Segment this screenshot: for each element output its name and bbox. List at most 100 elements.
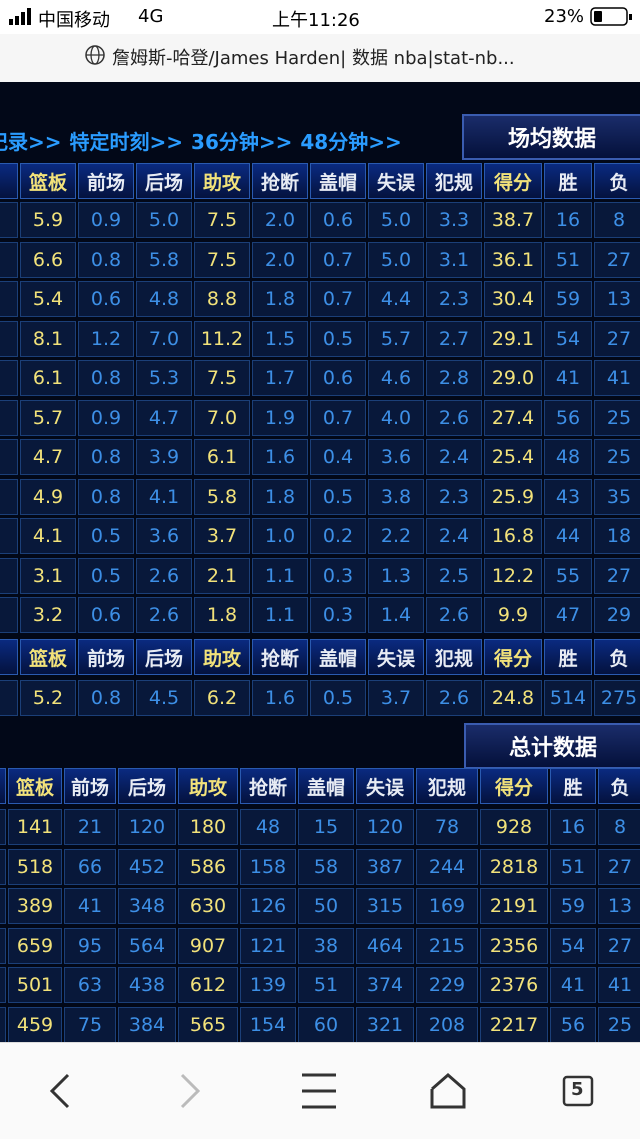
address-bar[interactable]: 詹姆斯-哈登/James Harden| 数据 nba|stat-nb... <box>0 34 640 82</box>
table-cell: 0.9 <box>78 202 134 238</box>
table-cell: 121 <box>240 927 296 964</box>
table-cell: 5.4 <box>20 281 76 317</box>
table-cell: 25.4 <box>484 439 542 475</box>
table-cell: 208 <box>416 1006 478 1042</box>
table-cell: 95 <box>64 927 116 964</box>
table-cell: 169 <box>416 888 478 924</box>
table-cell: 659 <box>8 927 62 964</box>
battery-level: 23% <box>544 6 585 27</box>
table-cell: 452 <box>118 848 176 885</box>
table-cell: 8.8 <box>194 281 250 317</box>
column-header: 前场 <box>64 768 116 804</box>
table-cell: 25 <box>598 1006 640 1042</box>
table-cell: 1.9 <box>252 399 308 436</box>
column-header: 得分 <box>480 768 548 804</box>
table-cell: 66 <box>64 848 116 885</box>
table-cell: 2191 <box>480 888 548 924</box>
menu-button[interactable] <box>302 1073 336 1109</box>
column-header: 助攻 <box>178 768 238 804</box>
table-cell: 2.7 <box>426 320 482 357</box>
column-header: 后场 <box>118 768 176 804</box>
column-header: 得分 <box>484 163 542 199</box>
table-cell: 36.1 <box>484 241 542 278</box>
nav-link[interactable]: 36分钟>> <box>191 130 293 154</box>
table-cell: 27 <box>594 320 640 357</box>
table-cell: 0 <box>0 518 18 554</box>
table-cell: 41 <box>550 967 596 1003</box>
nav-link[interactable]: 特定时刻>> <box>69 130 184 154</box>
table-cell: 11.2 <box>194 320 250 357</box>
table-cell: 1.5 <box>252 320 308 357</box>
column-header: 犯规 <box>426 639 482 675</box>
column-header: 助攻 <box>194 163 250 199</box>
table-cell: 2 <box>0 399 18 436</box>
table-cell: 141 <box>8 809 62 845</box>
table-cell: 27 <box>598 927 640 964</box>
column-header: 篮板 <box>20 639 76 675</box>
table-cell: 0.8 <box>78 241 134 278</box>
table-cell: 3.1 <box>20 557 76 594</box>
nav-link[interactable]: 记录>> <box>0 130 62 154</box>
table-cell: 348 <box>118 888 176 924</box>
table-cell: 5.2 <box>20 680 76 716</box>
table-cell: 54 <box>544 320 592 357</box>
table-cell: 3.7 <box>368 680 424 716</box>
table-cell: 4.1 <box>136 478 192 515</box>
table-cell: 25 <box>594 399 640 436</box>
table-cell: 0.5 <box>78 518 134 554</box>
table-cell: 0.7 <box>310 241 366 278</box>
table-cell: 16 <box>544 202 592 238</box>
forward-button[interactable] <box>180 1073 201 1109</box>
table-cell: 7.0 <box>194 399 250 436</box>
table-cell: 41 <box>598 967 640 1003</box>
table-cell: 1.8 <box>252 478 308 515</box>
table-cell: 9.9 <box>484 597 542 633</box>
table-cell: 59 <box>550 888 596 924</box>
table-cell: 27.4 <box>484 399 542 436</box>
table-cell: 518 <box>8 848 62 885</box>
table-cell: 2217 <box>480 1006 548 1042</box>
table-cell: 389 <box>8 888 62 924</box>
table-cell: 459 <box>8 1006 62 1042</box>
table-cell: 7.5 <box>194 202 250 238</box>
table-cell: 6.1 <box>20 360 76 396</box>
table-cell: 0.6 <box>78 597 134 633</box>
table-cell: 3.8 <box>368 478 424 515</box>
battery-icon <box>590 7 632 26</box>
table-cell: 8 <box>594 202 640 238</box>
table-cell: 384 <box>118 1006 176 1042</box>
table-cell: 6.6 <box>20 241 76 278</box>
table-cell: 374 <box>356 967 414 1003</box>
nav-link[interactable]: 48分钟>> <box>300 130 402 154</box>
table-cell: 51 <box>544 241 592 278</box>
table-cell: 2.4 <box>426 518 482 554</box>
column-header: 盖帽 <box>298 768 354 804</box>
table-cell: 1 <box>0 281 18 317</box>
table-cell: 29.1 <box>484 320 542 357</box>
table-cell: 4.9 <box>20 478 76 515</box>
table-cell: 27 <box>598 848 640 885</box>
table-cell: 2.4 <box>426 439 482 475</box>
table-cell: 4.7 <box>136 399 192 436</box>
status-bar: 中国移动 4G 上午11:26 23% <box>0 0 640 34</box>
table-cell: 16 <box>550 809 596 845</box>
table-cell: 1.1 <box>252 597 308 633</box>
table-cell: 120 <box>356 809 414 845</box>
table-cell: 58 <box>298 848 354 885</box>
table-cell: 7.5 <box>194 241 250 278</box>
column-header: 犯规 <box>416 768 478 804</box>
table-cell: 464 <box>356 927 414 964</box>
table-cell: 2.6 <box>136 597 192 633</box>
table-cell: 38.7 <box>484 202 542 238</box>
table-cell: 438 <box>118 967 176 1003</box>
tabs-button[interactable] <box>562 1075 594 1107</box>
table-cell: 27 <box>594 241 640 278</box>
table-cell: 1.2 <box>78 320 134 357</box>
back-button[interactable] <box>49 1073 70 1109</box>
table-cell: 30.4 <box>484 281 542 317</box>
home-button[interactable] <box>430 1073 466 1109</box>
table-cell: 126 <box>240 888 296 924</box>
table-cell: 21 <box>64 809 116 845</box>
table-cell: 907 <box>178 927 238 964</box>
table-cell: 0.8 <box>78 478 134 515</box>
